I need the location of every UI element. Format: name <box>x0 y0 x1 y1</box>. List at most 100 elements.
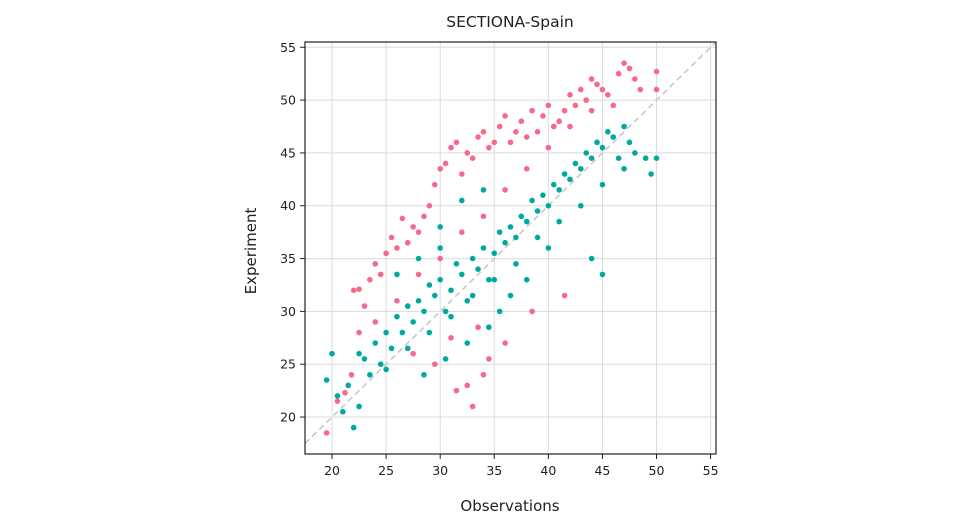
data-point <box>642 155 649 162</box>
data-point <box>442 160 449 167</box>
x-axis-label: Observations <box>460 497 559 515</box>
data-point <box>437 224 443 230</box>
data-point <box>340 408 346 415</box>
data-point <box>448 144 454 151</box>
data-point <box>621 60 627 66</box>
data-point <box>556 187 562 193</box>
y-tick-label: 25 <box>280 357 296 372</box>
data-point <box>513 261 519 267</box>
data-point <box>545 202 552 209</box>
data-point <box>502 239 508 246</box>
data-point <box>329 350 335 357</box>
data-point <box>464 298 471 304</box>
data-point <box>464 340 471 346</box>
data-point <box>578 202 584 209</box>
x-tick-label: 30 <box>432 463 448 478</box>
data-point <box>588 155 595 162</box>
data-point <box>394 245 400 251</box>
data-point <box>491 250 498 257</box>
data-point <box>556 118 562 125</box>
data-point <box>442 356 449 362</box>
data-point <box>567 92 573 98</box>
data-point <box>496 229 503 235</box>
data-point <box>599 144 606 151</box>
y-axis-ticks: 20 25 30 35 40 45 50 55 <box>280 40 305 425</box>
data-point <box>561 292 568 299</box>
data-point <box>453 387 460 394</box>
data-point <box>356 350 362 357</box>
data-point <box>437 255 443 262</box>
data-point <box>648 171 654 177</box>
series-1-points <box>323 123 660 431</box>
y-tick-label: 40 <box>280 198 296 213</box>
y-axis-label: Experiment <box>242 208 260 295</box>
data-point <box>480 187 487 193</box>
data-point <box>334 398 341 404</box>
data-point <box>507 292 514 299</box>
data-point <box>410 224 416 230</box>
data-point <box>437 165 443 172</box>
data-point <box>372 261 379 267</box>
data-point <box>383 250 389 257</box>
data-point <box>491 276 498 283</box>
data-point <box>605 92 611 98</box>
data-point <box>588 76 595 82</box>
data-point <box>540 113 546 119</box>
data-point <box>653 155 660 162</box>
data-point <box>480 128 487 135</box>
data-point <box>464 382 471 389</box>
data-point <box>399 329 406 336</box>
data-point <box>518 118 525 125</box>
data-point <box>388 234 395 241</box>
y-tick-label: 45 <box>280 145 296 160</box>
data-point <box>507 139 514 146</box>
data-point <box>334 393 341 399</box>
data-point <box>486 356 492 362</box>
data-point <box>410 319 416 325</box>
data-point <box>653 68 660 75</box>
data-point <box>421 213 427 220</box>
data-point <box>599 271 606 278</box>
data-point <box>605 128 611 135</box>
x-tick-label: 35 <box>486 463 502 478</box>
data-point <box>486 144 492 151</box>
data-point <box>615 155 622 162</box>
data-point <box>523 134 530 140</box>
data-point <box>356 329 362 336</box>
grid-lines <box>305 42 716 454</box>
data-point <box>561 171 568 177</box>
x-tick-label: 50 <box>649 463 665 478</box>
data-point <box>448 313 454 320</box>
data-point <box>545 102 552 109</box>
data-point <box>410 350 416 357</box>
data-point <box>469 255 476 262</box>
data-point <box>459 229 465 235</box>
data-point <box>578 86 584 93</box>
data-point <box>415 255 422 262</box>
data-point <box>626 139 633 146</box>
data-point <box>529 308 535 315</box>
data-point <box>578 165 584 172</box>
data-point <box>469 155 476 162</box>
data-point <box>431 292 438 299</box>
data-point <box>550 181 557 188</box>
data-point <box>550 123 557 130</box>
data-point <box>394 298 400 304</box>
data-point <box>377 271 384 278</box>
data-point <box>431 181 438 188</box>
data-point <box>621 123 627 130</box>
data-point <box>394 313 400 320</box>
data-point <box>594 139 600 146</box>
data-point <box>469 292 476 299</box>
y-tick-label: 50 <box>280 93 296 108</box>
data-point <box>437 245 443 251</box>
data-point <box>523 165 530 172</box>
data-point <box>502 113 508 119</box>
data-point <box>540 192 546 198</box>
data-point <box>437 276 443 283</box>
data-point <box>621 165 627 172</box>
x-tick-label: 25 <box>378 463 394 478</box>
x-tick-label: 20 <box>324 463 340 478</box>
data-point <box>421 308 427 315</box>
